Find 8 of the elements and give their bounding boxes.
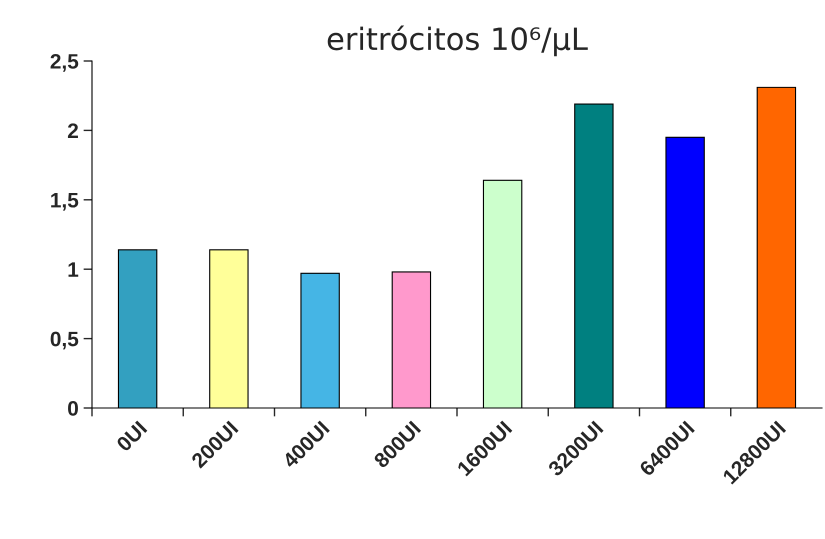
x-tick-label: 0UI [116, 420, 148, 452]
y-tick-label: 0,5 [50, 332, 78, 350]
chart-title: eritrócitos 10⁶/µL [328, 25, 588, 56]
y-tick-label: 2,5 [50, 54, 78, 72]
y-tick-label: 0 [68, 401, 78, 416]
y-tick-label: 1 [68, 262, 78, 277]
y-tick-label: 2 [68, 123, 78, 138]
y-tick-label: 1,5 [51, 193, 78, 211]
